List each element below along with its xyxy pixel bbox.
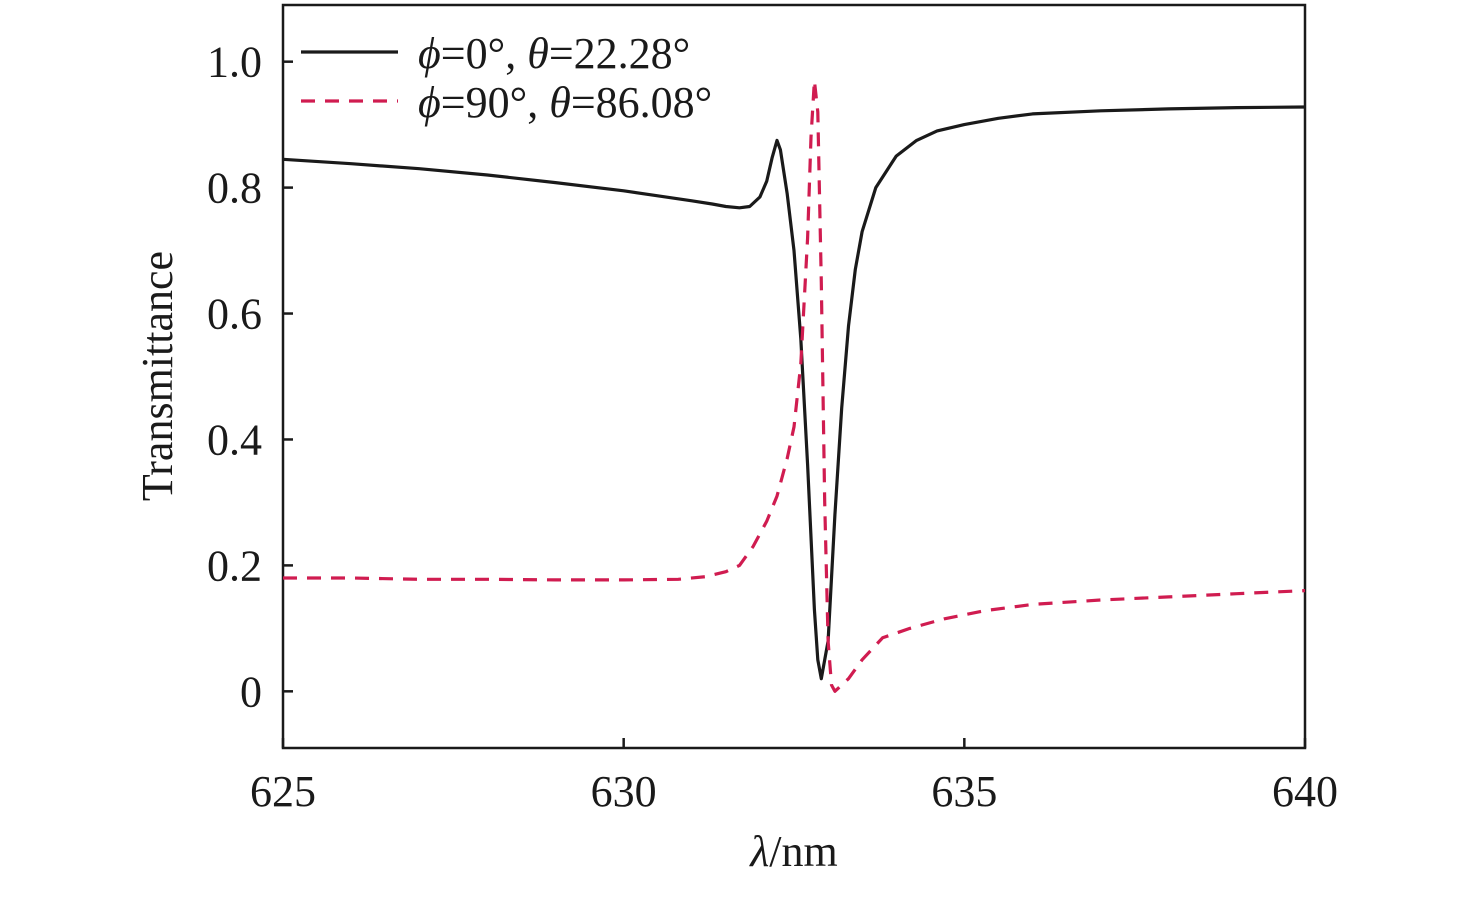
plot-frame — [281, 3, 1307, 750]
legend-label-part: θ — [527, 29, 549, 78]
x-tick-label: 640 — [1272, 767, 1338, 816]
y-axis-title: Transmittance — [133, 251, 182, 501]
legend-label-part: =86.08° — [571, 78, 712, 127]
legend-label-part: =22.28° — [549, 29, 690, 78]
legend-label-part: ϕ — [418, 29, 441, 78]
legend-label-part: ϕ — [418, 78, 441, 127]
legend: ϕ=0°, θ=22.28°ϕ=90°, θ=86.08° — [301, 29, 712, 127]
series-line-2 — [283, 79, 1306, 693]
legend-label-part: =90°, — [441, 78, 549, 127]
legend-label-part: =0°, — [441, 29, 527, 78]
legend-label-part: θ — [549, 78, 571, 127]
x-tick-label: 635 — [931, 767, 997, 816]
y-tick-label: 0.4 — [207, 415, 262, 464]
y-tick-label: 0 — [240, 667, 262, 716]
x-axis-title-symbol: λ — [748, 827, 769, 876]
x-tick-label: 630 — [591, 767, 657, 816]
x-axis-title: λ/nm — [748, 827, 838, 876]
x-axis: 625 630 635 640 — [250, 738, 1338, 816]
y-tick-label: 1.0 — [207, 38, 262, 87]
x-tick-label: 625 — [250, 767, 316, 816]
y-tick-label: 0.6 — [207, 290, 262, 339]
x-axis-title-unit: /nm — [769, 827, 837, 876]
series-layer — [282, 79, 1306, 693]
series-line-1 — [282, 105, 1306, 681]
y-axis: 0 0.2 0.4 0.6 0.8 1.0 — [207, 38, 293, 716]
legend-label-1: ϕ=0°, θ=22.28° — [418, 29, 690, 78]
legend-label-2: ϕ=90°, θ=86.08° — [418, 78, 712, 127]
y-tick-label: 0.8 — [207, 164, 262, 213]
y-tick-label: 0.2 — [207, 541, 262, 590]
